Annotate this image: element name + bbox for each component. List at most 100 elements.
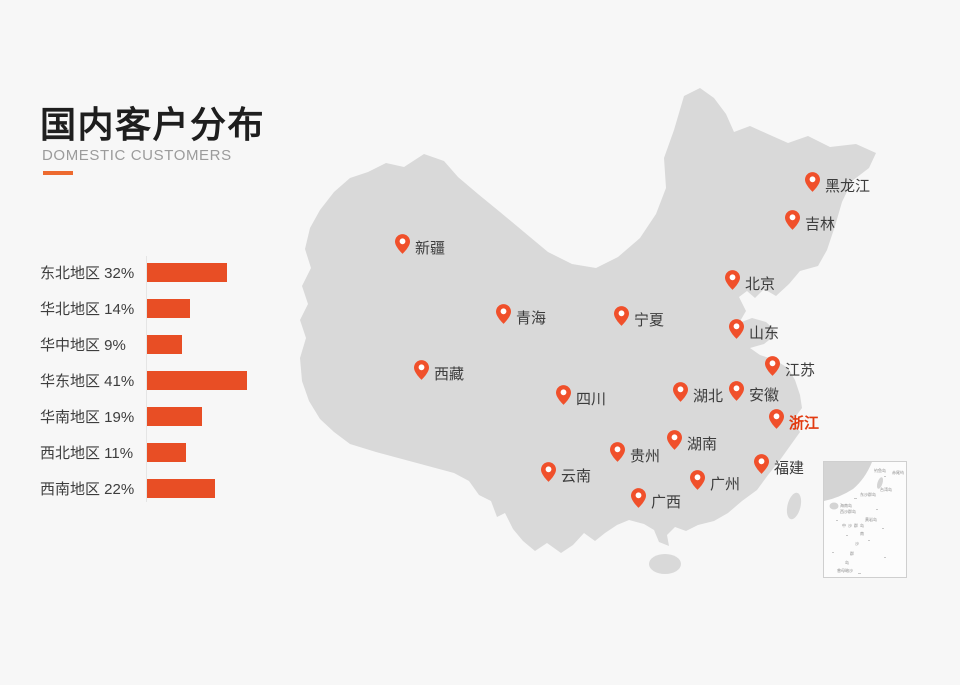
inset-island-label: 赤尾屿 [892, 470, 904, 475]
map-pin-湖北: 湖北 [673, 382, 723, 406]
inset-island-label: 曾母暗沙 [837, 568, 853, 573]
chart-row: 华南地区 19% [40, 398, 270, 434]
pin-label: 浙江 [789, 415, 820, 432]
location-pin-icon [785, 210, 800, 230]
chart-bar [146, 298, 190, 318]
pin-label: 湖南 [687, 436, 718, 453]
location-pin-icon [754, 454, 769, 474]
pin-label: 贵州 [630, 448, 661, 465]
location-pin-icon [667, 430, 682, 450]
chart-row-label: 西北地区 11% [40, 444, 134, 462]
pin-label: 云南 [561, 468, 592, 485]
pin-label: 福建 [774, 460, 805, 477]
map-pin-广西: 广西 [631, 488, 681, 512]
map-pin-四川: 四川 [556, 385, 606, 409]
south-china-sea-inset: 钓鱼岛 赤尾屿台湾岛 东沙群岛海南岛 西沙群岛黄岩岛 中沙群岛南沙群岛曾母暗沙 [823, 461, 907, 578]
pin-label: 北京 [745, 276, 776, 293]
map-pin-新疆: 新疆 [395, 234, 445, 258]
map-pin-宁夏: 宁夏 [614, 306, 664, 330]
location-pin-icon [631, 488, 646, 508]
pin-label: 江苏 [785, 362, 816, 379]
map-pin-贵州: 贵州 [610, 442, 660, 466]
chart-row: 华中地区 9% [40, 326, 270, 362]
pin-label: 广西 [651, 494, 682, 511]
chart-bar [146, 442, 186, 462]
taiwan-island-shape [786, 492, 802, 520]
location-pin-icon [414, 360, 429, 380]
map-pin-吉林: 吉林 [785, 210, 835, 234]
chart-row-label: 华中地区 9% [40, 336, 126, 354]
pin-label: 宁夏 [634, 312, 665, 329]
location-pin-icon [614, 306, 629, 326]
location-pin-icon [395, 234, 410, 254]
inset-island-label: 海南岛 [840, 503, 852, 508]
chart-row: 东北地区 32% [40, 254, 270, 290]
location-pin-icon [765, 356, 780, 376]
chart-row: 华东地区 41% [40, 362, 270, 398]
pin-label: 四川 [576, 391, 607, 408]
chart-row: 西南地区 22% [40, 470, 270, 506]
hainan-island-shape [649, 554, 681, 574]
inset-island-label: 岛 [845, 560, 849, 565]
location-pin-icon [556, 385, 571, 405]
inset-island-label: 沙 [855, 541, 859, 546]
pin-label: 安徽 [749, 387, 780, 404]
inset-island-marks [832, 476, 886, 574]
pin-label: 吉林 [805, 216, 836, 233]
map-pin-安徽: 安徽 [729, 381, 779, 405]
chart-row-label: 华南地区 19% [40, 408, 135, 426]
inset-island-label: 黄岩岛 [865, 517, 877, 522]
inset-taiwan [876, 477, 884, 489]
chart-bar [146, 406, 202, 426]
accent-dash [43, 171, 73, 175]
inset-islands [824, 462, 886, 574]
inset-island-label: 东沙群岛 [860, 492, 876, 497]
location-pin-icon [725, 270, 740, 290]
pin-label: 黑龙江 [825, 178, 871, 195]
inset-island-label: 群 [850, 551, 854, 556]
page-subtitle: DOMESTIC CUSTOMERS [42, 147, 232, 164]
pin-label: 新疆 [415, 240, 446, 257]
inset-island-label: 南 [860, 531, 864, 536]
chart-row: 华北地区 14% [40, 290, 270, 326]
map-pin-云南: 云南 [541, 462, 591, 486]
location-pin-icon [729, 381, 744, 401]
map-pin-黑龙江: 黑龙江 [805, 172, 870, 196]
chart-row-label: 西南地区 22% [40, 480, 135, 498]
location-pin-icon [690, 470, 705, 490]
inset-island-label: 台湾岛 [880, 487, 892, 492]
inset-island-label: 钓鱼岛 [874, 468, 886, 473]
pin-label: 湖北 [693, 388, 724, 405]
pin-label: 广州 [710, 476, 741, 493]
chart-row-label: 华东地区 41% [40, 372, 135, 390]
map-pin-浙江: 浙江 [769, 409, 819, 433]
chart-bar [146, 478, 215, 498]
map-pin-江苏: 江苏 [765, 356, 815, 380]
page-title: 国内客户分布 [40, 104, 266, 145]
pin-label: 青海 [516, 310, 547, 327]
pin-label: 西藏 [434, 366, 465, 383]
inset-mainland-corner [824, 462, 872, 501]
pin-label: 山东 [749, 325, 780, 342]
bar-rows: 东北地区 32% 华北地区 14% 华中地区 9% 华东地区 41% 华南地区 19% 西… [40, 254, 270, 506]
inset-island-label: 中沙群岛 [842, 523, 866, 528]
chart-row-label: 华北地区 14% [40, 300, 135, 318]
map-pin-西藏: 西藏 [414, 360, 464, 384]
location-pin-icon [805, 172, 820, 192]
chart-bar [146, 370, 247, 390]
location-pin-icon [673, 382, 688, 402]
location-pin-icon [541, 462, 556, 482]
map-pin-湖南: 湖南 [667, 430, 717, 454]
region-bar-chart: 东北地区 32% 华北地区 14% 华中地区 9% 华东地区 41% 华南地区 19% 西… [40, 254, 270, 506]
chart-row: 西北地区 11% [40, 434, 270, 470]
map-pin-青海: 青海 [496, 304, 546, 328]
chart-bar [146, 334, 182, 354]
chart-row-label: 东北地区 32% [40, 264, 135, 282]
inset-island-label: 西沙群岛 [840, 509, 856, 514]
location-pin-icon [610, 442, 625, 462]
location-pin-icon [769, 409, 784, 429]
map-pin-山东: 山东 [729, 319, 779, 343]
inset-hainan [829, 502, 839, 510]
map-pin-北京: 北京 [725, 270, 775, 294]
